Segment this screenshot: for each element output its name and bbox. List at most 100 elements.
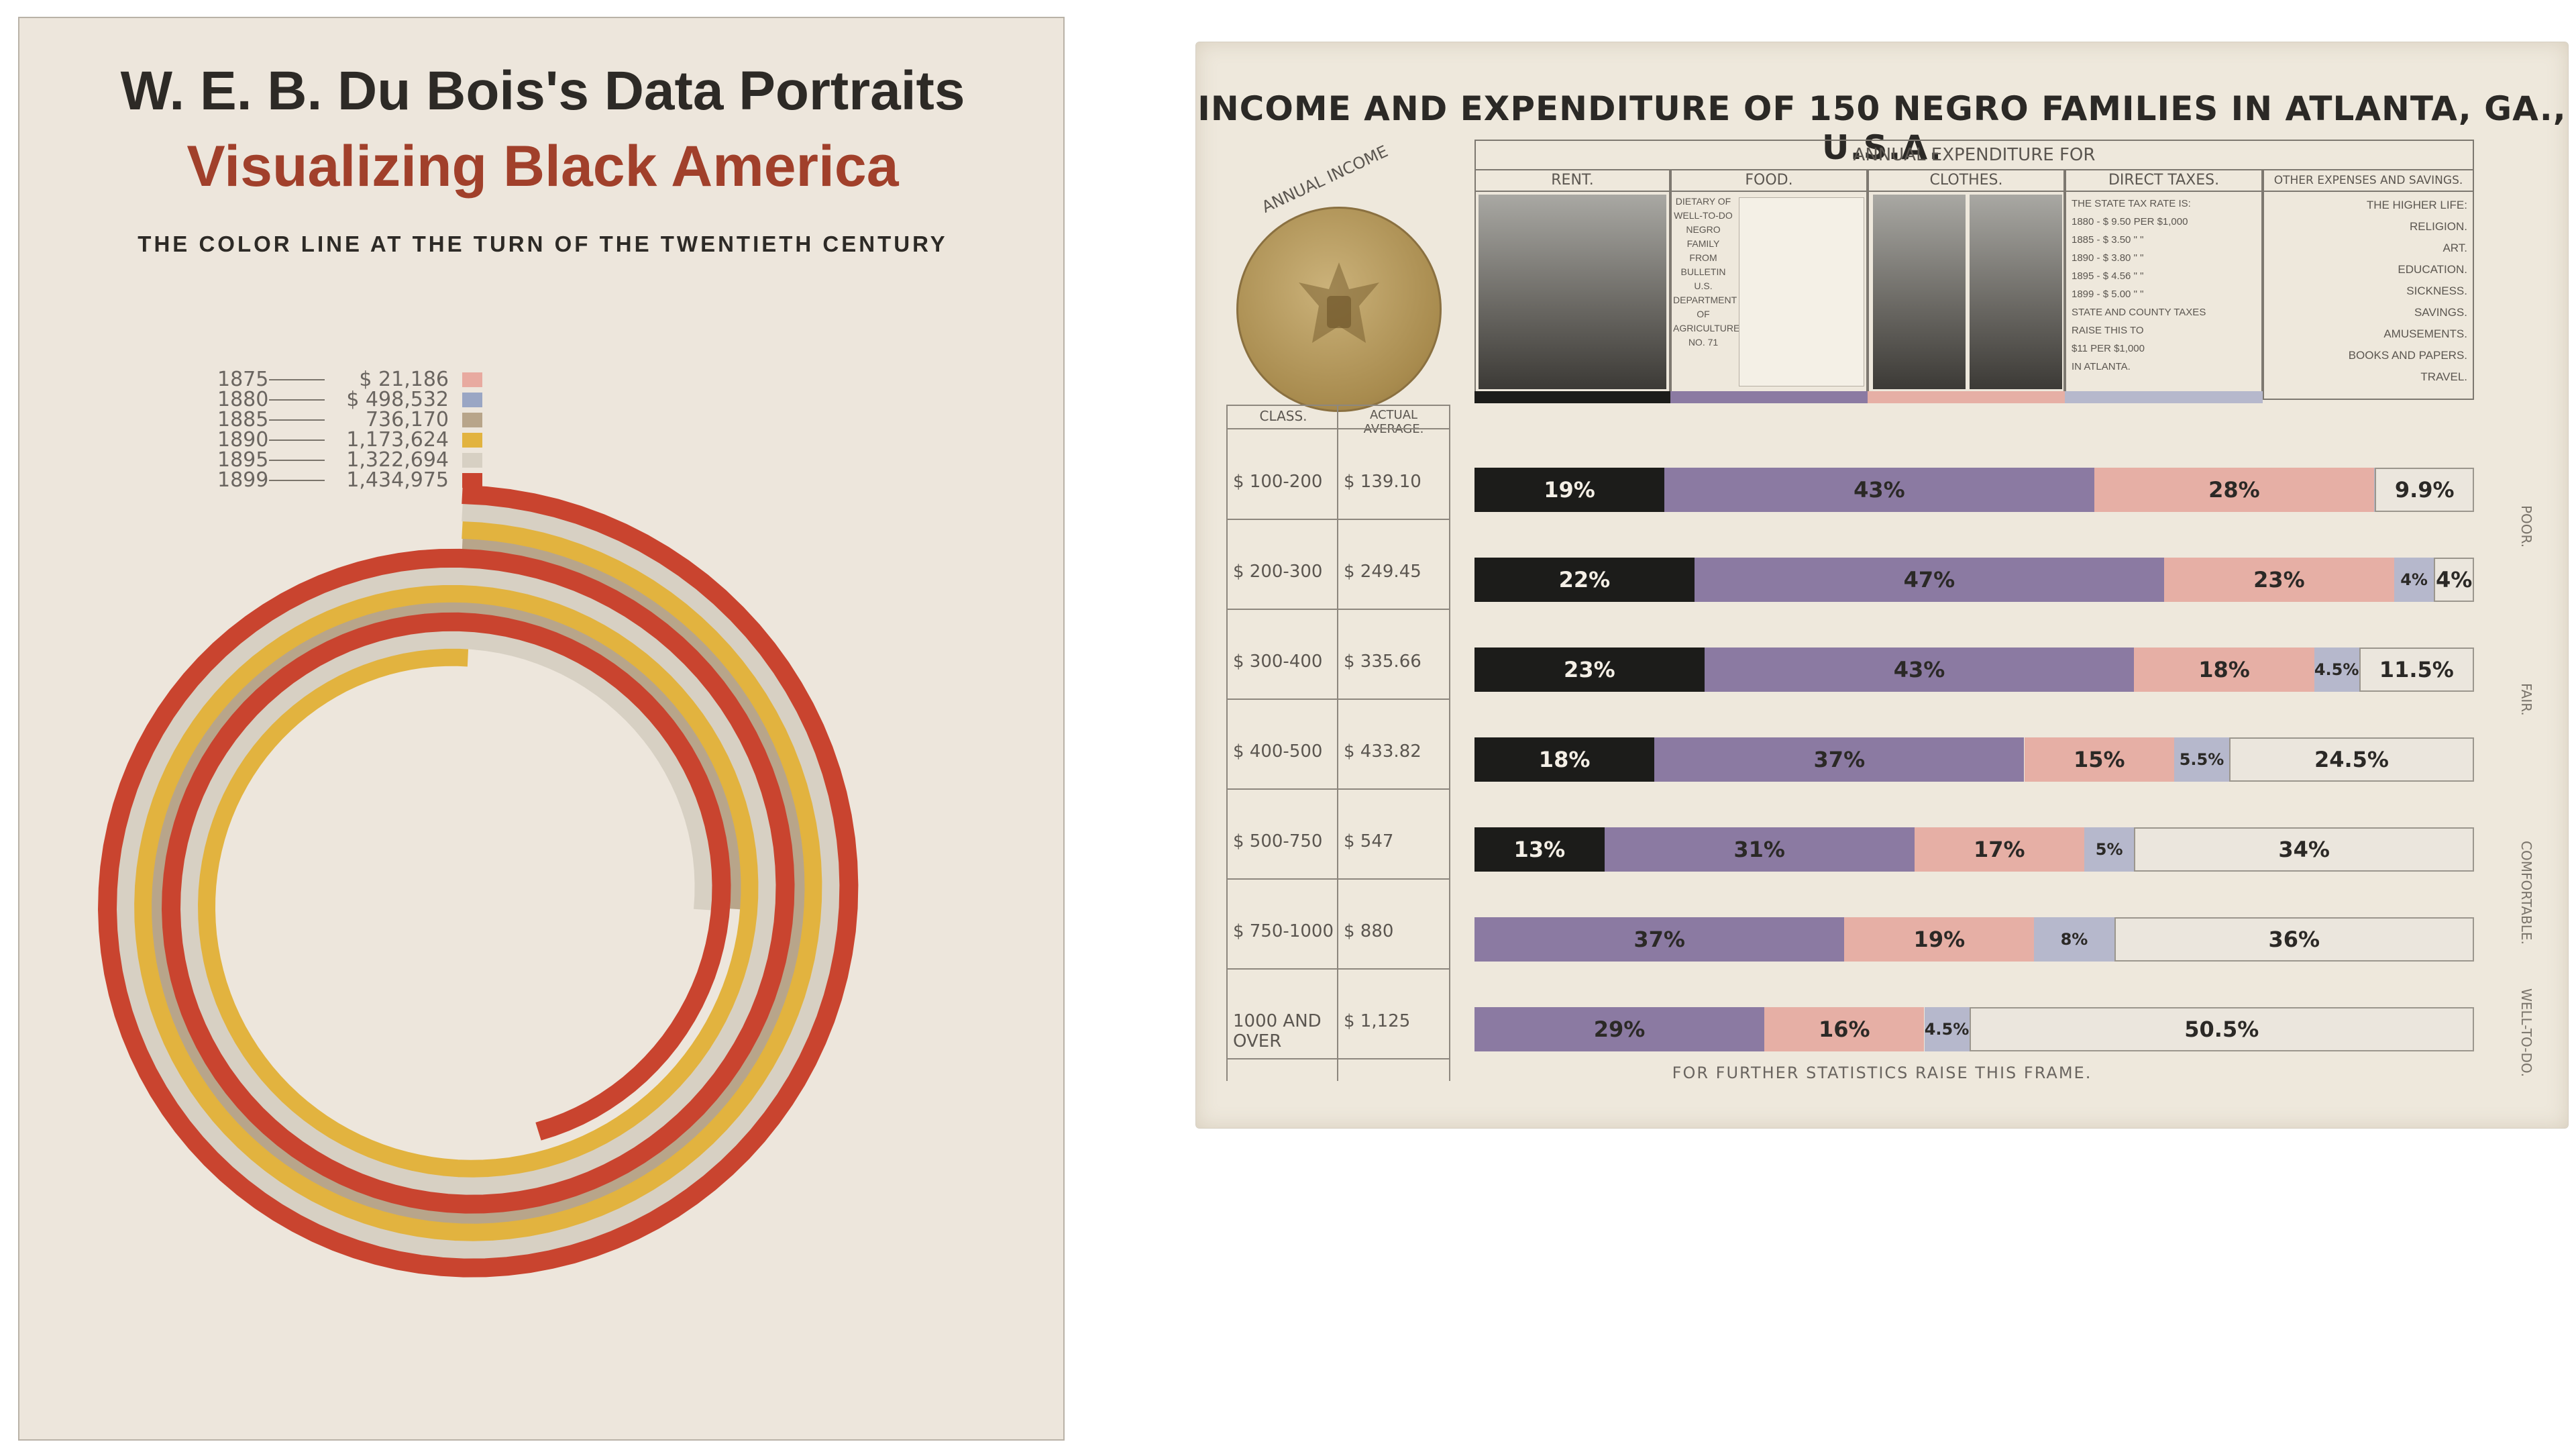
taxes-key-bar [2065, 391, 2263, 403]
taxes-cell-line: 1899 - $ 5.00 " " [2072, 289, 2144, 300]
food-cell-line: BULLETIN [1680, 266, 1726, 277]
bar-segment-other: 4% [2434, 558, 2474, 602]
actual-average-label: $ 433.82 [1344, 741, 1421, 762]
food-cell-line: DIETARY OF [1675, 196, 1731, 207]
table-border-top [1226, 405, 1449, 406]
class-label: 1000 AND OVER [1233, 1011, 1322, 1051]
bar-segment-clothes: 19% [1844, 917, 2035, 962]
other-cell-line: EDUCATION. [2398, 263, 2467, 276]
table-divider [1337, 405, 1338, 1081]
category-header-rent: RENT. [1474, 170, 1670, 192]
table-row-rule [1226, 1058, 1449, 1059]
house-photo [1479, 195, 1666, 389]
legend-value-label: 736,170 [366, 408, 449, 431]
table-row-rule [1226, 519, 1449, 520]
taxes-cell-line: THE STATE TAX RATE IS: [2072, 198, 2191, 209]
legend-year-label: 1895 [217, 448, 268, 472]
category-header-food: FOOD. [1670, 170, 1868, 192]
actual-average-label: $ 1,125 [1344, 1011, 1411, 1031]
table-row-rule [1226, 698, 1449, 700]
spiral-arc-1885 [150, 537, 806, 1225]
dietary-document [1739, 197, 1864, 386]
food-cell-line: DEPARTMENT [1673, 295, 1737, 305]
bar-segment-other: 50.5% [1969, 1007, 2474, 1051]
table-row-rule [1226, 968, 1449, 970]
bar-segment-taxes: 8% [2034, 917, 2114, 962]
class-header: CLASS. [1259, 408, 1307, 424]
woman-photo [1970, 195, 2062, 389]
legend-value-label: 1,322,694 [346, 448, 449, 472]
other-cell-line: AMUSEMENTS. [2383, 327, 2467, 340]
class-label: $ 500-750 [1233, 831, 1323, 851]
bar-segment-clothes: 15% [2024, 737, 2174, 782]
side-label-fair: FAIR. [2518, 683, 2534, 716]
bar-segment-taxes: 5% [2084, 827, 2135, 872]
bar-segment-other: 9.9% [2375, 468, 2474, 512]
table-divider [1449, 405, 1450, 1081]
bar-segment-food: 37% [1474, 917, 1845, 962]
clothes-photo-cell [1868, 192, 2065, 400]
table-row-rule [1226, 878, 1449, 880]
bar-segment-taxes [2374, 468, 2375, 512]
bar-segment-food: 43% [1704, 648, 2135, 692]
side-label-poor: POOR. [2518, 505, 2534, 548]
actual-average-label: $ 335.66 [1344, 652, 1421, 672]
spiral-chart: 1875 $ 21,186 1880 $ 498,532 1885 736,170 1890… [97, 368, 859, 1278]
legend-year-label: 1875 [217, 368, 268, 391]
legend-value-label: 1,173,624 [346, 428, 449, 452]
legend-year-label: 1890 [217, 428, 268, 452]
side-label-comfortable: COMFORTABLE. [2518, 841, 2534, 945]
bar-segment-other: 24.5% [2229, 737, 2474, 782]
cover-subtitle: Visualizing Black America [186, 134, 899, 199]
bar-segment-taxes: 5.5% [2174, 737, 2229, 782]
bar-segment-clothes: 23% [2164, 558, 2394, 602]
table-row-rule [1226, 788, 1449, 790]
taxes-cell-line: 1885 - $ 3.50 " " [2072, 234, 2144, 246]
bar-segment-clothes: 16% [1764, 1007, 1925, 1051]
taxes-cell-line: 1890 - $ 3.80 " " [2072, 252, 2144, 264]
legend-year-label: 1899 [217, 468, 268, 492]
bar-segment-other: 36% [2114, 917, 2474, 962]
other-cell-line: SAVINGS. [2414, 306, 2467, 319]
rent-photo-cell [1474, 192, 1670, 400]
avg-header: ACTUAL AVERAGE. [1363, 408, 1424, 436]
bar-segment-food: 29% [1474, 1007, 1765, 1051]
legend-year-label: 1880 [217, 388, 268, 411]
bar-segment-food: 43% [1664, 468, 2094, 512]
bar-segment-taxes: 4.5% [1924, 1007, 1970, 1051]
table-border-left [1226, 405, 1228, 1081]
book-cover: W. E. B. Du Bois's Data Portraits Visual… [18, 17, 1065, 1441]
other-cell-line: BOOKS AND PAPERS. [2348, 349, 2467, 362]
bar-segment-taxes: 4% [2394, 558, 2434, 602]
legend-value-label: 1,434,975 [346, 468, 449, 492]
income-expenditure-plate: INCOME AND EXPENDITURE OF 150 NEGRO FAMI… [1195, 42, 2569, 1129]
class-label: $ 750-1000 [1233, 921, 1334, 941]
other-cell-text: THE HIGHER LIFE: RELIGION. ART. EDUCATION. S… [2269, 195, 2467, 388]
actual-average-label: $ 139.10 [1344, 472, 1421, 492]
spiral-arc-1895 [115, 503, 841, 1260]
taxes-cell-line: 1895 - $ 4.56 " " [2072, 270, 2144, 282]
bar-segment-rent: 18% [1474, 737, 1655, 782]
other-cell-line: RELIGION. [2410, 220, 2467, 233]
eagle-icon [1299, 262, 1379, 343]
actual-average-label: $ 880 [1344, 921, 1394, 941]
bar-segment-other: 11.5% [2359, 648, 2474, 692]
cover-tagline: THE COLOR LINE AT THE TURN OF THE TWENTI… [138, 231, 948, 256]
food-cell-line: WELL-TO-DO [1674, 210, 1733, 221]
clothes-key-bar [1868, 391, 2065, 403]
taxes-cell-line: 1880 - $ 9.50 PER $1,000 [2072, 216, 2188, 227]
class-label: $ 300-400 [1233, 652, 1323, 672]
actual-average-label: $ 547 [1344, 831, 1394, 851]
spiral-arc-1890 [133, 520, 824, 1243]
category-header-other: OTHER EXPENSES AND SAVINGS. [2263, 170, 2474, 192]
table-header-rule [1226, 428, 1449, 429]
bar-segment-food: 47% [1694, 558, 2165, 602]
food-cell-line: U.S. [1694, 280, 1713, 291]
food-cell-line: FROM [1689, 252, 1717, 263]
class-label: $ 400-500 [1233, 741, 1323, 762]
class-label: $ 100-200 [1233, 472, 1323, 492]
food-cell-line: AGRICULTURE [1673, 323, 1740, 333]
actual-average-label: $ 249.45 [1344, 562, 1421, 582]
seal-image [1236, 207, 1442, 412]
taxes-cell: THE STATE TAX RATE IS: 1880 - $ 9.50 PER … [2065, 192, 2263, 400]
